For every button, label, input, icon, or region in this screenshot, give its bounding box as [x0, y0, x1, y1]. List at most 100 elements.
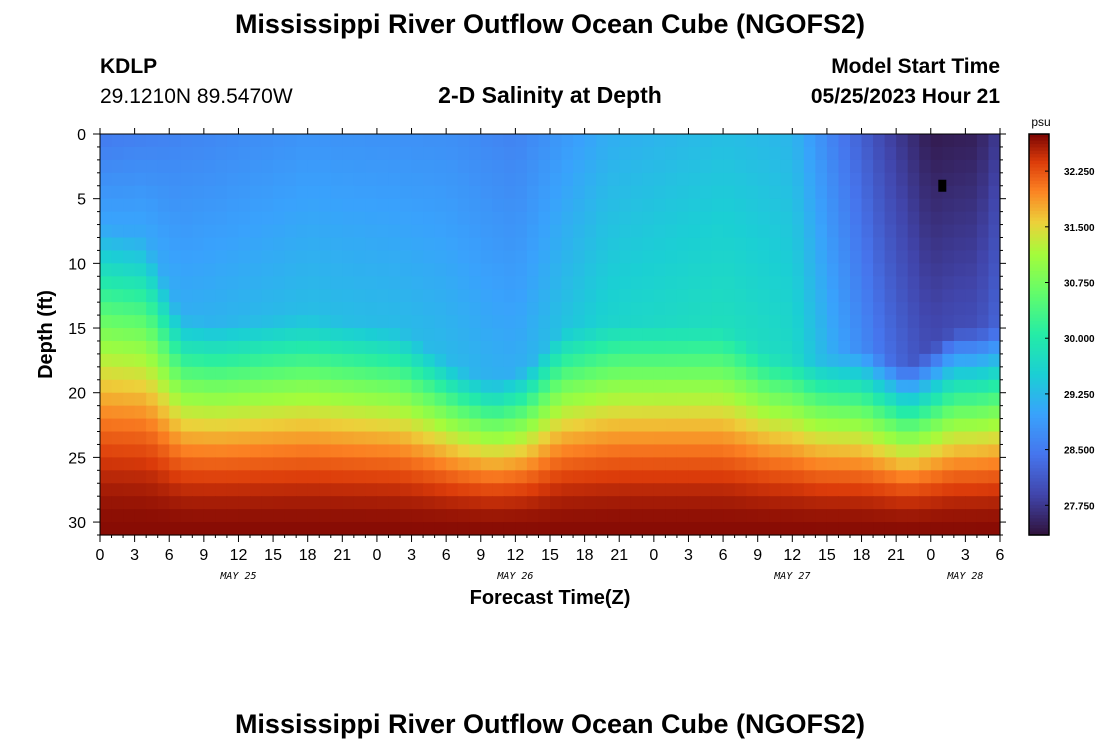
heatmap-cell [757, 159, 770, 174]
heatmap-cell [307, 263, 320, 277]
heatmap-cell [676, 159, 690, 174]
heatmap-cell [642, 134, 655, 148]
heatmap-cell [169, 392, 182, 407]
heatmap-cell [642, 250, 655, 264]
heatmap-cell [180, 211, 193, 226]
heatmap-cell [515, 315, 528, 329]
heatmap-cell [423, 340, 436, 355]
heatmap-cell [711, 172, 724, 187]
heatmap-cell [884, 328, 897, 342]
heatmap-cell [792, 159, 805, 174]
heatmap-cell [469, 134, 482, 148]
heatmap-cell [400, 444, 413, 458]
heatmap-cell [653, 522, 666, 536]
heatmap-cell [226, 431, 240, 446]
heatmap-cell [284, 263, 297, 277]
heatmap-cell [769, 457, 782, 471]
heatmap-cell [757, 328, 770, 342]
heatmap-cell [215, 483, 228, 497]
heatmap-cell [965, 328, 978, 342]
heatmap-cell [250, 353, 263, 368]
heatmap-cell [942, 237, 955, 252]
heatmap-cell [653, 470, 666, 484]
heatmap-cell [515, 496, 528, 510]
heatmap-cell [676, 237, 690, 252]
heatmap-cell [988, 211, 1001, 226]
heatmap-cell [653, 496, 666, 510]
heatmap-cell [180, 366, 193, 381]
heatmap-cell [111, 146, 124, 161]
heatmap-cell [965, 366, 978, 381]
heatmap-cell [284, 146, 297, 161]
heatmap-cell [907, 418, 920, 433]
heatmap-cell [169, 237, 182, 252]
heatmap-cell [400, 302, 413, 316]
heatmap-cell [515, 263, 528, 277]
heatmap-cell [653, 302, 666, 316]
heatmap-cell [515, 224, 528, 239]
heatmap-cell [238, 134, 251, 148]
colorbar-segment [1029, 197, 1049, 202]
heatmap-cell [273, 211, 286, 226]
heatmap-cell [319, 353, 332, 368]
heatmap-cell [561, 302, 574, 316]
heatmap-cell [700, 444, 713, 458]
heatmap-cell [492, 340, 505, 355]
heatmap-cell [607, 444, 620, 458]
heatmap-cell [838, 146, 851, 161]
heatmap-cell [296, 470, 309, 484]
heatmap-cell [630, 237, 643, 252]
x-tick-label: 0 [649, 547, 658, 564]
heatmap-cell [838, 483, 851, 497]
heatmap-cell [284, 198, 297, 213]
heatmap-cell [469, 250, 482, 264]
heatmap-cell [607, 405, 620, 420]
heatmap-cell [607, 172, 620, 187]
heatmap-cell [792, 340, 805, 355]
heatmap-cell [723, 315, 736, 329]
heatmap-cell [446, 509, 459, 523]
heatmap-cell [423, 185, 436, 200]
heatmap-cell [469, 302, 482, 316]
heatmap-cell [203, 315, 216, 329]
heatmap-cell [711, 134, 724, 148]
heatmap-cell [388, 366, 401, 381]
heatmap-cell [169, 444, 182, 458]
heatmap-cell [526, 289, 540, 303]
heatmap-cell [526, 444, 540, 458]
heatmap-cell [446, 405, 459, 420]
heatmap-cell [642, 431, 655, 446]
heatmap-cell [953, 250, 966, 264]
heatmap-cell [769, 418, 782, 433]
heatmap-cell [653, 340, 666, 355]
heatmap-cell [953, 340, 966, 355]
colorbar-segment [1029, 254, 1049, 259]
heatmap-cell [469, 146, 482, 161]
heatmap-cell [192, 509, 205, 523]
heatmap-cell [884, 405, 897, 420]
heatmap-cell [503, 328, 516, 342]
heatmap-cell [607, 496, 620, 510]
heatmap-cell [746, 198, 759, 213]
heatmap-cell [561, 185, 574, 200]
heatmap-cell [250, 418, 263, 433]
heatmap-cell [111, 496, 124, 510]
heatmap-cell [803, 185, 816, 200]
heatmap-cell [434, 198, 447, 213]
colorbar-segment [1029, 464, 1049, 469]
heatmap-cell [988, 289, 1001, 303]
heatmap-cell [503, 431, 516, 446]
heatmap-cell [780, 379, 793, 394]
heatmap-cell [792, 172, 805, 187]
heatmap-cell [146, 185, 159, 200]
heatmap-cell [550, 276, 563, 290]
heatmap-cell [861, 328, 874, 342]
heatmap-cell [100, 159, 113, 174]
heatmap-cell [815, 146, 828, 161]
heatmap-cell [873, 224, 886, 239]
heatmap-cell [169, 211, 182, 226]
heatmap-cell [676, 172, 690, 187]
heatmap-cell [261, 418, 274, 433]
heatmap-cell [838, 224, 851, 239]
heatmap-cell [296, 146, 309, 161]
